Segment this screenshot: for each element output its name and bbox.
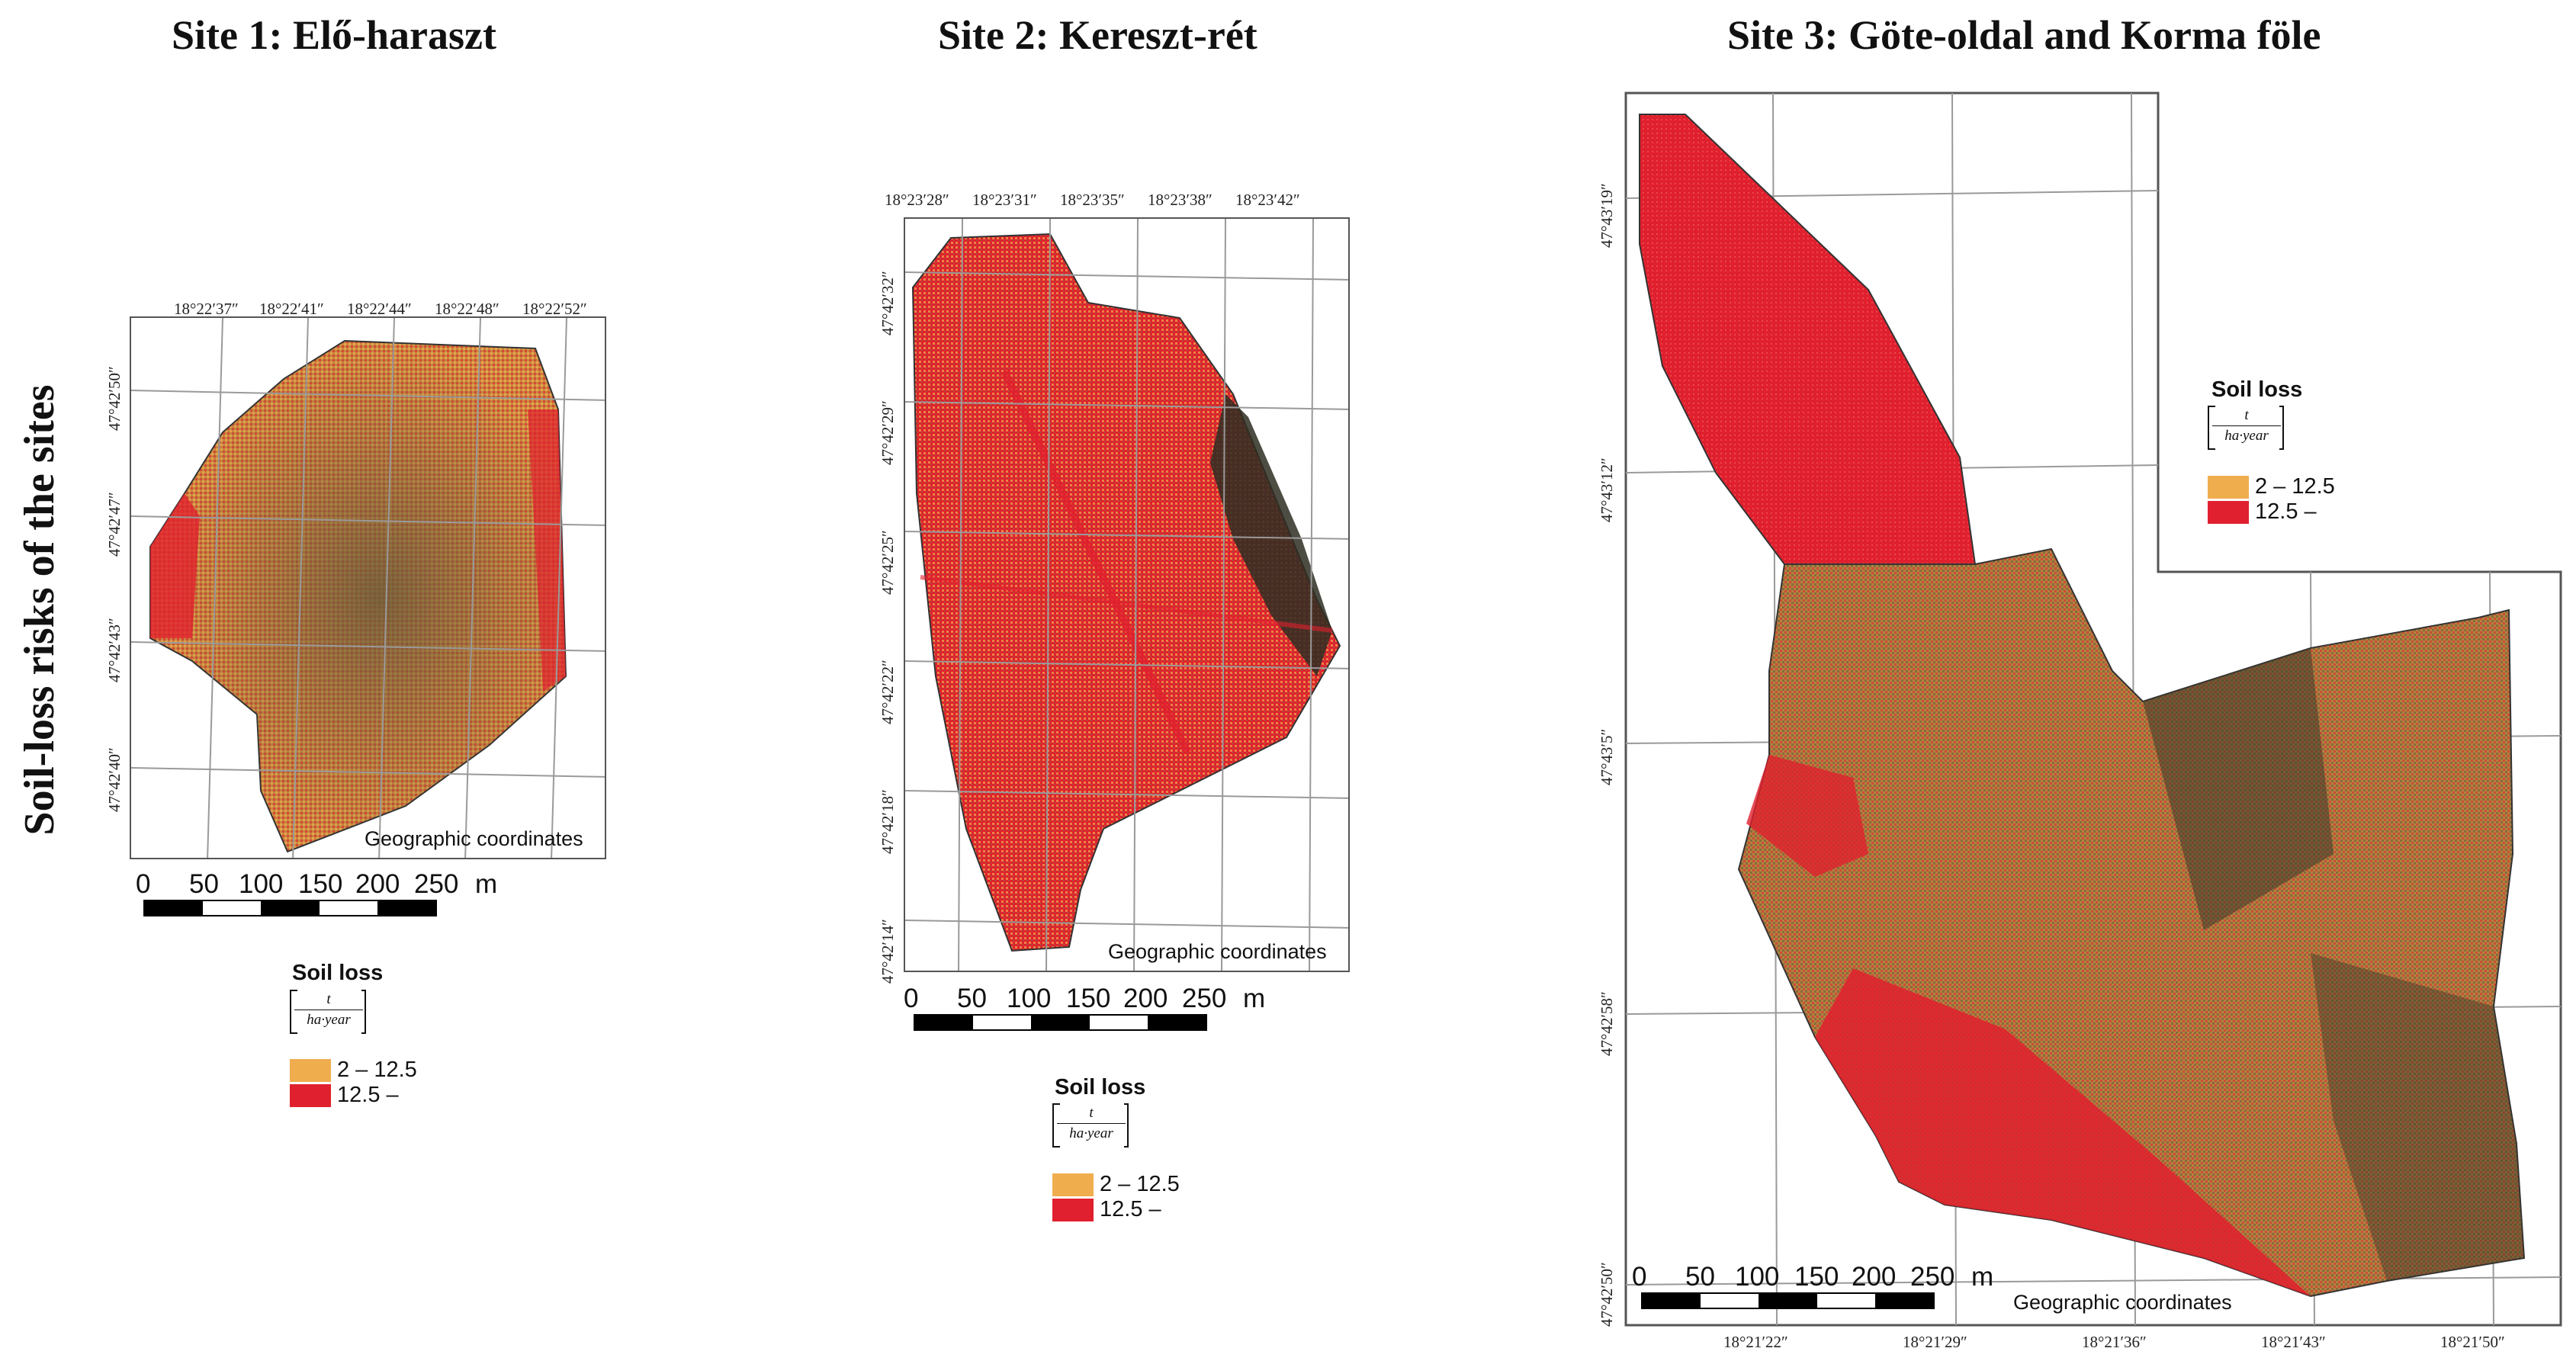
legend-label-high: 12.5 – — [337, 1083, 399, 1107]
site-2-scale-bar — [914, 1014, 1207, 1031]
site-2-title: Site 2: Kereszt-rét — [938, 12, 1257, 58]
site-3-lon-label-5: 18°21′50″ — [2440, 1333, 2505, 1351]
site-3-legend-item-high: 12.5 – — [2208, 499, 2317, 525]
site-2-lat-label-5: 47°42′18″ — [878, 789, 897, 854]
legend-swatch-low — [290, 1058, 331, 1082]
site-1-scale-bar — [143, 900, 437, 916]
unit-denominator: ha·year — [1069, 1125, 1113, 1141]
legend-swatch-high — [2208, 500, 2249, 524]
legend-swatch-high — [290, 1083, 331, 1107]
site-2-lon-label-2: 18°23′31″ — [972, 191, 1037, 209]
site-1-lon-label-4: 18°22′48″ — [435, 300, 499, 318]
site-1-lat-label-4: 47°42′40″ — [105, 747, 124, 812]
site-3-map — [1624, 91, 2562, 1327]
site-2-lat-label-3: 47°42′25″ — [878, 530, 897, 595]
site-1-map-frame — [130, 316, 606, 859]
site-2-lat-label-1: 47°42′32″ — [878, 271, 897, 335]
site-2-lon-label-1: 18°23′28″ — [885, 191, 949, 209]
site-3-map-frame — [1624, 91, 2562, 1327]
site-2-legend-unit-bracket — [1052, 1103, 1129, 1148]
site-1-legend-unit: t ha·year — [294, 991, 363, 1029]
legend-label-low: 2 – 12.5 — [2255, 474, 2335, 499]
site-1-legend-item-low: 2 – 12.5 — [290, 1058, 417, 1083]
site-3-lon-label-2: 18°21′29″ — [1903, 1333, 1967, 1351]
site-3-geo-label: Geographic coordinates — [2013, 1291, 2232, 1314]
site-2-lon-label-3: 18°23′35″ — [1060, 191, 1125, 209]
site-3-lon-label-3: 18°21′36″ — [2082, 1333, 2147, 1351]
site-2-lat-label-2: 47°42′29″ — [878, 400, 897, 465]
site-2-map — [905, 219, 1348, 971]
site-1-title: Site 1: Elő-haraszt — [172, 12, 496, 58]
site-1-lon-label-1: 18°22′37″ — [174, 300, 239, 318]
legend-label-low: 2 – 12.5 — [337, 1058, 417, 1082]
site-2-lat-label-4: 47°42′22″ — [878, 660, 897, 724]
site-3-lat-label-2: 47°43′12″ — [1598, 457, 1616, 522]
site-2-map-frame — [904, 217, 1350, 972]
unit-numerator: t — [294, 991, 363, 1010]
site-3-scale-bar — [1641, 1292, 1935, 1309]
site-1-legend-item-high: 12.5 – — [290, 1083, 399, 1108]
site-2-legend-title: Soil loss — [1055, 1075, 1146, 1099]
site-1-lon-label-5: 18°22′52″ — [522, 300, 587, 318]
site-2-geo-label: Geographic coordinates — [1108, 940, 1327, 963]
site-1-lat-label-3: 47°42′43″ — [105, 618, 124, 682]
site-3-lat-label-1: 47°43′19″ — [1598, 183, 1616, 248]
unit-denominator: ha·year — [307, 1012, 351, 1028]
site-2-legend-item-low: 2 – 12.5 — [1052, 1172, 1180, 1197]
row-label: Soil-loss risks of the sites — [16, 384, 63, 836]
site-3-lon-label-1: 18°21′22″ — [1723, 1333, 1788, 1351]
site-3-title: Site 3: Göte-oldal and Korma föle — [1727, 12, 2321, 58]
site-3-legend-item-low: 2 – 12.5 — [2208, 474, 2335, 499]
legend-label-high: 12.5 – — [2255, 499, 2317, 524]
site-2-lat-label-6: 47°42′14″ — [878, 919, 897, 984]
legend-label-low: 2 – 12.5 — [1100, 1172, 1180, 1196]
site-2-lon-label-5: 18°23′42″ — [1235, 191, 1300, 209]
site-1-geo-label: Geographic coordinates — [365, 827, 583, 850]
site-3-legend-unit: t ha·year — [2212, 407, 2281, 445]
site-3-lat-label-5: 47°42′50″ — [1598, 1262, 1616, 1327]
legend-swatch-low — [1052, 1173, 1094, 1196]
site-1-lon-label-3: 18°22′44″ — [347, 300, 412, 318]
site-1-legend-title: Soil loss — [292, 961, 384, 985]
unit-numerator: t — [1057, 1105, 1126, 1124]
site-3-lat-label-3: 47°43′5″ — [1598, 728, 1616, 785]
unit-denominator: ha·year — [2224, 428, 2269, 444]
site-1-legend-unit-bracket — [290, 990, 366, 1034]
site-1-lat-label-2: 47°42′47″ — [105, 492, 124, 557]
legend-swatch-high — [1052, 1198, 1094, 1221]
site-1-map — [131, 318, 605, 858]
site-3-lon-label-4: 18°21′43″ — [2261, 1333, 2326, 1351]
legend-swatch-low — [2208, 475, 2249, 499]
unit-numerator: t — [2212, 407, 2281, 426]
site-2-legend-unit: t ha·year — [1057, 1105, 1126, 1142]
site-3-legend-unit-bracket — [2208, 406, 2284, 450]
site-1-lat-label-1: 47°42′50″ — [105, 366, 124, 431]
legend-label-high: 12.5 – — [1100, 1197, 1161, 1221]
site-3-legend-title: Soil loss — [2211, 377, 2303, 402]
site-1-lon-label-2: 18°22′41″ — [259, 300, 324, 318]
site-2-legend-item-high: 12.5 – — [1052, 1197, 1161, 1222]
site-2-lon-label-4: 18°23′38″ — [1148, 191, 1213, 209]
site-3-lat-label-4: 47°42′58″ — [1598, 991, 1616, 1056]
